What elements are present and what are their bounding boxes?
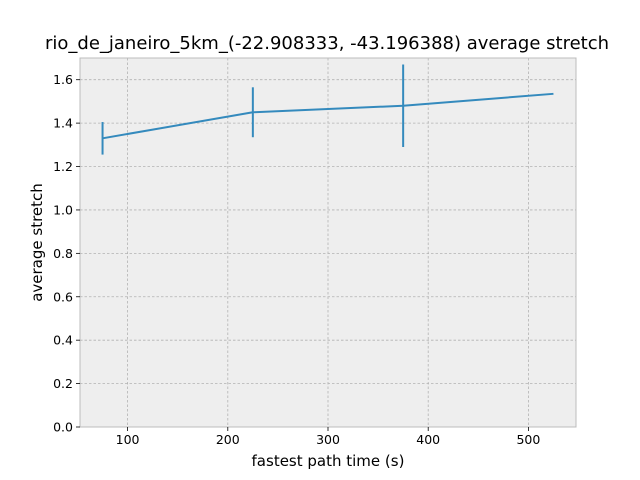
series-line	[102, 92, 554, 140]
series-layer	[101, 64, 554, 155]
x-tick-label: 200	[216, 432, 240, 447]
y-tick-label: 1.6	[53, 72, 73, 87]
y-tick-label: 1.4	[53, 116, 73, 131]
y-axis-ticks: 0.0 0.2 0.4 0.6 0.8 1.0 1.2 1.4 1.6	[53, 72, 80, 435]
grid-lines	[80, 58, 576, 428]
y-tick-label: 0.0	[53, 420, 73, 435]
x-axis-label: fastest path time (s)	[252, 452, 405, 470]
x-tick-label: 300	[316, 432, 340, 447]
x-tick-label: 500	[516, 432, 540, 447]
x-tick-label: 100	[116, 432, 140, 447]
x-axis-ticks: 100 200 300 400 500	[116, 427, 540, 447]
y-tick-label: 0.4	[53, 333, 73, 348]
y-tick-label: 0.6	[53, 289, 73, 304]
y-tick-label: 0.2	[53, 376, 73, 391]
y-tick-label: 0.8	[53, 246, 73, 261]
x-tick-label: 400	[416, 432, 440, 447]
y-tick-label: 1.2	[53, 159, 73, 174]
y-tick-label: 1.0	[53, 202, 73, 217]
chart-title: rio_de_janeiro_5km_(-22.908333, -43.1963…	[45, 33, 609, 54]
y-axis-label: average stretch	[28, 183, 46, 302]
